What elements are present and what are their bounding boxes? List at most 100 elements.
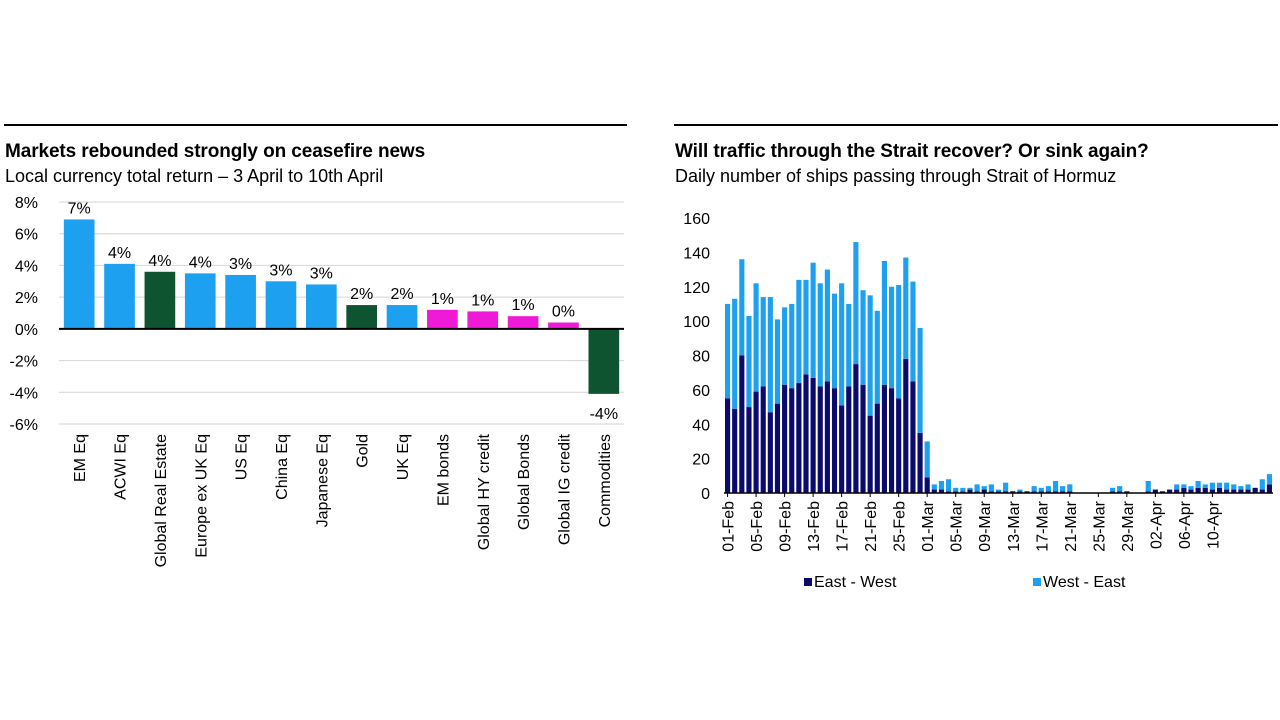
bar-east-west (760, 386, 766, 493)
bar-east-west (1003, 491, 1009, 493)
bar-east-west (1209, 489, 1215, 493)
bar-east-west (967, 489, 973, 493)
bar-west-east (817, 283, 823, 387)
y-tick-label: 40 (692, 417, 710, 434)
data-label: 1% (471, 292, 494, 309)
y-tick-label: 2% (15, 290, 38, 307)
bar-east-west (1145, 491, 1151, 493)
bar-east-west (1124, 491, 1130, 493)
y-tick-label: 120 (683, 280, 710, 297)
bar-west-east (1195, 480, 1201, 488)
bar (346, 305, 378, 329)
x-tick-label: Gold (355, 434, 372, 468)
bar-west-east (967, 487, 973, 490)
legend-swatch-west-east (1033, 578, 1041, 586)
bar-west-east (910, 281, 916, 382)
bar-east-west (1010, 491, 1016, 493)
bar-west-east (774, 319, 781, 404)
bar-west-east (831, 293, 838, 389)
bar-west-east (903, 257, 909, 359)
bar-east-west (860, 384, 866, 493)
top-rule (674, 124, 1278, 126)
bar-west-east (1181, 484, 1187, 488)
bar-east-west (774, 403, 781, 493)
x-tick-label: EM bonds (435, 434, 452, 506)
bar-west-east (1060, 486, 1066, 492)
bar-east-west (839, 405, 845, 493)
bar (225, 274, 256, 329)
bar-east-west (824, 381, 830, 493)
bar-west-east (938, 480, 945, 490)
bar-east-west (746, 407, 752, 493)
bar-west-east (995, 489, 1002, 492)
bar (507, 316, 539, 329)
bar-east-west (1259, 489, 1265, 493)
x-tick-label: Commodities (597, 434, 614, 527)
bar-west-east (888, 286, 895, 389)
bar-west-east (782, 307, 788, 385)
chart-subtitle: Local currency total return – 3 April to… (5, 166, 384, 186)
bar-west-east (739, 259, 745, 356)
chart-subtitle: Daily number of ships passing through St… (675, 166, 1117, 186)
bar-east-west (953, 491, 959, 493)
data-label: 1% (512, 297, 535, 314)
y-tick-label: -6% (10, 417, 38, 434)
bar-west-east (1188, 486, 1194, 490)
bar-west-east (760, 297, 766, 387)
x-tick-label: EM Eq (72, 434, 89, 482)
bar (588, 328, 620, 394)
bar-west-east (1224, 482, 1230, 490)
bar-east-west (1231, 489, 1237, 493)
bar-east-west (1159, 491, 1166, 493)
bar-east-west (1152, 489, 1158, 493)
bar-east-west (903, 358, 909, 493)
bar-west-east (789, 303, 795, 389)
bar-west-east (1231, 484, 1237, 490)
bar-east-west (1181, 487, 1187, 493)
bar-east-west (1045, 491, 1051, 493)
x-tick-label: Japanese Eq (314, 434, 331, 527)
x-tick-label: 17-Feb (835, 501, 852, 552)
x-tick-label: US Eq (234, 434, 251, 480)
bar-west-east (796, 279, 802, 383)
bar-west-east (881, 260, 887, 385)
bar-east-west (981, 489, 987, 493)
bar-east-west (1024, 491, 1030, 493)
bar-west-east (946, 479, 952, 492)
bar-west-east (924, 441, 930, 478)
bar-east-west (924, 477, 930, 493)
x-tick-label: 05-Mar (949, 500, 966, 551)
returns-chart-panel: Markets rebounded strongly on ceasefire … (4, 124, 628, 604)
bar-east-west (938, 489, 945, 493)
bar-east-west (1224, 489, 1230, 493)
bar-east-west (1174, 489, 1180, 493)
data-label: 1% (431, 291, 454, 308)
bar-east-west (810, 377, 816, 493)
bar (184, 273, 216, 329)
y-tick-label: 6% (15, 227, 38, 244)
bar-west-east (1202, 484, 1208, 488)
x-tick-label: 29-Mar (1120, 500, 1137, 551)
bar-east-west (724, 398, 731, 493)
bar-west-east (724, 303, 731, 399)
bar-east-west (888, 388, 895, 493)
x-tick-label: 17-Mar (1034, 500, 1051, 551)
bar-east-west (853, 364, 859, 493)
bar-west-east (1174, 484, 1180, 490)
bar-east-west (995, 491, 1002, 493)
bar-east-west (1216, 487, 1223, 493)
x-tick-label: 02-Apr (1148, 500, 1165, 549)
bar (467, 311, 499, 329)
x-tick-label: 09-Mar (977, 500, 994, 551)
x-tick-label: Global IG credit (556, 433, 573, 545)
data-label: 2% (390, 286, 413, 303)
x-tick-label: 21-Feb (863, 501, 880, 552)
x-tick-label: 06-Apr (1177, 500, 1194, 549)
bar-east-west (1110, 491, 1116, 493)
bar-east-west (789, 388, 795, 493)
bar (305, 284, 337, 329)
bar (265, 281, 297, 329)
bar (548, 322, 579, 329)
bar-east-west (1017, 491, 1023, 493)
bar-west-east (1110, 487, 1116, 492)
